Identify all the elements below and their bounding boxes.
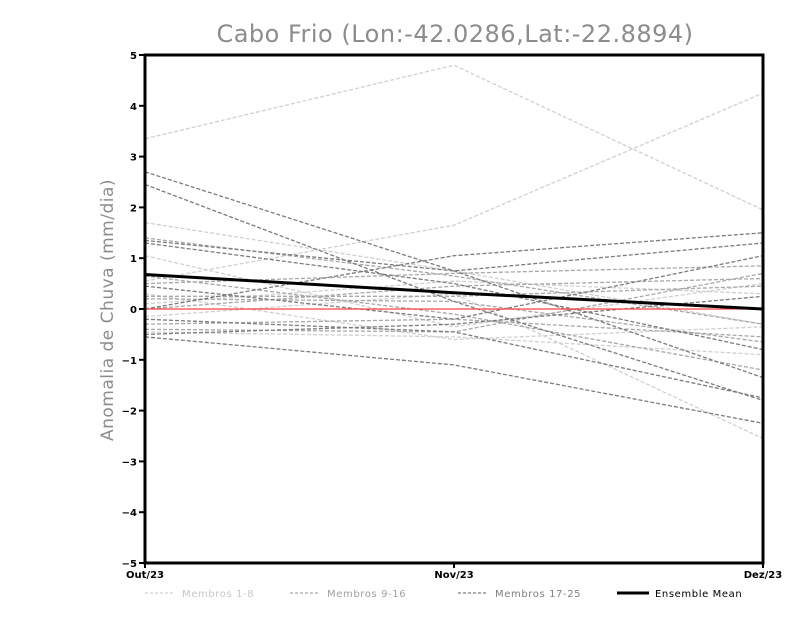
y-tick-label: −2 xyxy=(122,407,137,418)
ensemble-mean-line xyxy=(144,273,764,311)
y-tick-label: −5 xyxy=(122,559,137,570)
y-tick-label: −1 xyxy=(122,356,137,367)
member-line-group2-6 xyxy=(144,275,764,371)
member-line-group2-5 xyxy=(145,285,764,297)
member-line-group1-4 xyxy=(144,293,764,440)
y-tick-label: 1 xyxy=(130,254,137,265)
member-line-group3-5 xyxy=(144,295,764,336)
y-tick-label: −3 xyxy=(122,457,137,468)
member-line-group3-2 xyxy=(144,183,764,402)
member-line-group3-7 xyxy=(144,232,764,310)
member-line-group3-9 xyxy=(144,318,764,399)
y-tick-label: 5 xyxy=(130,51,137,62)
member-line-group2-4 xyxy=(144,318,764,338)
y-tick-label: −4 xyxy=(122,508,137,519)
y-tick-label: 2 xyxy=(130,203,137,214)
y-axis-label: Anomalia de Chuva (mm/dia) xyxy=(98,179,118,441)
member-line-group1-5 xyxy=(144,293,764,341)
legend-label-2: Membros 9-16 xyxy=(327,589,406,600)
chart-title: Cabo Frio (Lon:-42.0286,Lat:-22.8894) xyxy=(216,20,693,48)
x-tick-label: Out/23 xyxy=(126,570,164,581)
member-line-group3-1 xyxy=(144,171,764,379)
legend: Membros 1-8 Membros 9-16 Membros 17-25 Ense… xyxy=(145,589,742,600)
member-line-group3-3 xyxy=(144,239,764,272)
member-line-group1-7 xyxy=(144,331,764,356)
x-tick-label: Dez/23 xyxy=(744,570,783,581)
y-tick-label: 4 xyxy=(130,102,137,113)
y-tick-label: 0 xyxy=(130,305,137,316)
legend-label-1: Membros 1-8 xyxy=(182,589,254,600)
member-line-group3-4 xyxy=(144,242,764,351)
member-line-group1-1 xyxy=(144,64,764,211)
x-tick-label: Nov/23 xyxy=(434,570,473,581)
member-line-group1-2 xyxy=(144,92,764,282)
legend-label-4: Ensemble Mean xyxy=(655,589,742,600)
y-tick-label: 3 xyxy=(130,153,137,164)
member-line-group3-8 xyxy=(144,255,764,320)
member-line-group3-6 xyxy=(144,336,764,424)
member-line-group2-3 xyxy=(144,277,764,310)
legend-label-3: Membros 17-25 xyxy=(495,589,581,600)
